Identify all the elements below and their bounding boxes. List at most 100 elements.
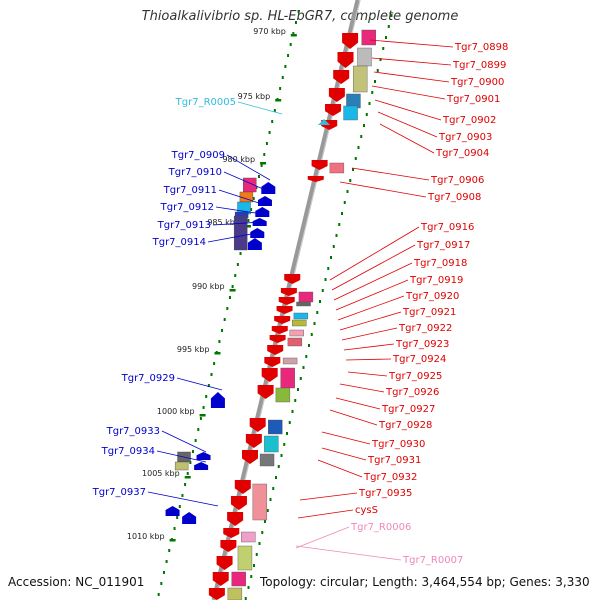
gene-annotation-block: [174, 461, 189, 471]
ruler-label: 990 kbp: [192, 282, 225, 291]
gene-annotation-block: [231, 571, 246, 587]
track-dot: [310, 333, 313, 336]
forward-gene-arrow: [230, 496, 247, 510]
forward-gene-arrow: [271, 326, 288, 334]
forward-gene-arrow: [276, 306, 293, 314]
ruler-major-tick: [244, 225, 251, 228]
gene-label: Tgr7_0902: [442, 115, 496, 126]
ruler-dot: [202, 406, 205, 409]
ruler-label: 975 kbp: [238, 92, 271, 101]
gene-label: Tgr7_0924: [392, 354, 446, 365]
label-leader-line: [218, 189, 263, 205]
ruler-dot: [226, 307, 229, 310]
track-dot: [365, 113, 368, 116]
label-leader-line: [329, 226, 420, 281]
gene-label: Tgr7_0921: [402, 307, 456, 318]
ruler-dot: [165, 560, 168, 563]
gene-label: Tgr7_0909: [171, 150, 225, 161]
gene-label: Tgr7_0918: [413, 258, 467, 269]
track-dot: [308, 344, 310, 347]
ruler-label: 980 kbp: [222, 155, 255, 164]
gene-label: Tgr7_0912: [160, 202, 214, 213]
forward-gene-arrow: [284, 274, 301, 284]
forward-gene-arrow: [269, 335, 286, 343]
forward-gene-arrow: [333, 70, 350, 84]
label-leader-line: [371, 85, 446, 100]
label-leader-line: [373, 71, 450, 83]
track-dot: [319, 300, 321, 303]
gene-label: Tgr7_0935: [358, 488, 412, 499]
ruler-dot: [289, 43, 292, 46]
track-dot: [349, 179, 352, 182]
ruler-dot: [184, 483, 187, 486]
forward-gene-arrow: [278, 297, 295, 305]
track-dot: [297, 388, 299, 391]
gene-label: Tgr7_0930: [371, 439, 425, 450]
forward-gene-arrow: [280, 288, 297, 296]
ruler-major-tick: [275, 99, 282, 102]
gene-annotation-block: [233, 215, 248, 251]
gene-label: Tgr7_0933: [106, 426, 160, 437]
ruler-dot: [168, 549, 171, 552]
label-leader-line: [331, 244, 416, 291]
track-dot: [269, 498, 272, 501]
track-dot: [305, 355, 308, 358]
ruler-dot: [250, 208, 253, 211]
gene-label: Tgr7_0911: [163, 185, 217, 196]
gene-annotation-block: [343, 105, 358, 121]
gene-annotation-block: [298, 291, 314, 303]
gene-label: Tgr7_R0006: [350, 522, 411, 533]
gene-features: [165, 29, 376, 600]
track-dot: [327, 267, 330, 270]
gene-annotation-block: [268, 419, 283, 435]
gene-label: Tgr7_0923: [395, 339, 449, 350]
ruler-dot: [239, 252, 242, 255]
ruler-dot: [218, 340, 221, 343]
gene-label: Tgr7_0913: [157, 220, 211, 231]
track-dot: [390, 14, 393, 17]
track-dot: [332, 245, 335, 248]
label-leader-line: [226, 154, 271, 181]
ruler-dot: [186, 472, 189, 475]
ruler-dot: [223, 318, 226, 321]
forward-gene-arrow: [249, 418, 266, 432]
gene-label: Tgr7_0904: [435, 148, 489, 159]
gene-annotation-block: [329, 162, 345, 174]
forward-gene-arrow: [208, 588, 225, 600]
track-dot: [283, 443, 286, 446]
forward-gene-arrow: [223, 528, 240, 538]
gene-label: Tgr7_0898: [454, 42, 508, 53]
track-dot: [354, 157, 357, 160]
gene-label: Tgr7_0901: [446, 94, 500, 105]
ruler-dot: [287, 54, 290, 57]
ruler-dot: [292, 32, 295, 35]
label-leader-line: [341, 327, 398, 341]
gene-label: Tgr7_0908: [427, 192, 481, 203]
ruler-dot: [207, 384, 210, 387]
gene-label: Tgr7_0906: [430, 175, 484, 186]
ruler-dot: [231, 285, 234, 288]
ruler-dot: [260, 164, 263, 167]
label-leader-line: [237, 101, 283, 115]
ruler-dot: [176, 516, 179, 519]
forward-gene-arrow: [325, 104, 342, 116]
track-dot: [299, 377, 302, 380]
gene-label: Tgr7_0927: [381, 404, 435, 415]
track-dot: [385, 36, 387, 39]
ruler-dot: [197, 428, 200, 431]
gene-label: Tgr7_R0007: [402, 555, 463, 566]
ruler-major-tick: [229, 289, 236, 292]
track-dot: [324, 278, 327, 281]
map-title: Thioalkalivibrio sp. HL-EbGR7, complete …: [141, 9, 459, 24]
forward-gene-arrow: [328, 88, 345, 102]
ruler-major-tick: [214, 352, 221, 355]
forward-gene-arrow: [274, 316, 291, 324]
label-leader-line: [339, 311, 402, 331]
gene-label: Tgr7_0931: [367, 455, 421, 466]
reverse-gene-arrow: [210, 392, 225, 408]
forward-gene-arrow: [234, 480, 251, 494]
ruler-dot: [284, 65, 287, 68]
label-leader-line: [379, 123, 435, 154]
ruler-dot: [263, 153, 266, 156]
